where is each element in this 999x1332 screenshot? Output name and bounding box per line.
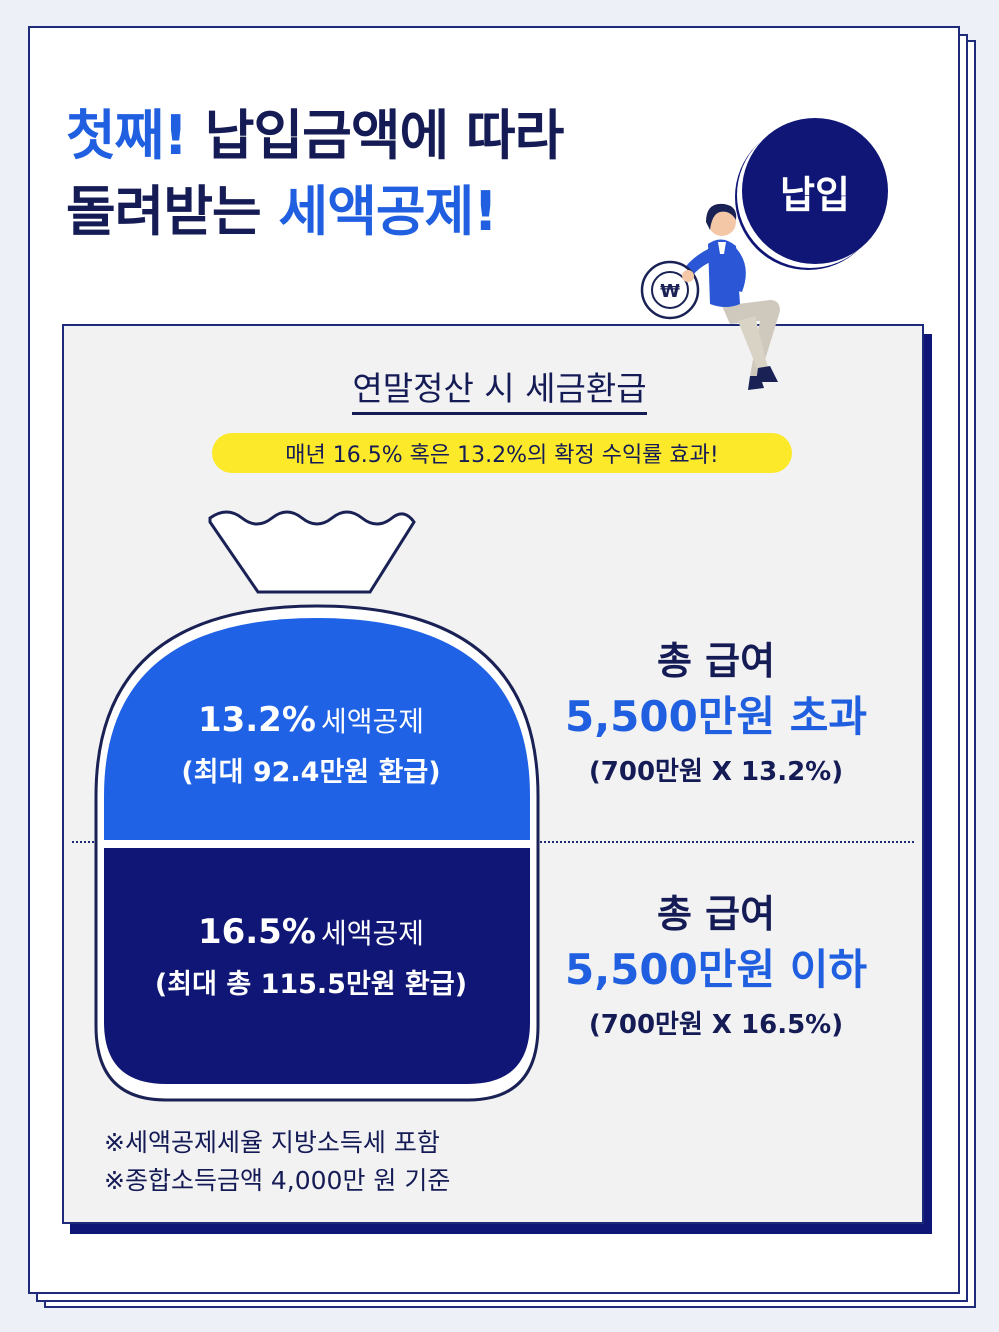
- footnote-item: ※세액공제세율 지방소득세 포함: [104, 1128, 440, 1157]
- bag-upper-text: 13.2% 세액공제 (최대 92.4만원 환급): [100, 700, 522, 789]
- yield-highlight-pill: 매년 16.5% 혹은 13.2%의 확정 수익률 효과!: [212, 433, 792, 473]
- money-bag-illustration: [94, 510, 540, 1102]
- yield-highlight-text: 매년 16.5% 혹은 13.2%의 확정 수익률 효과!: [285, 443, 719, 468]
- bag-lower-section: [104, 848, 530, 1084]
- title-line1-text: 납입금액에 따라: [187, 104, 565, 167]
- lower-rate: 16.5%: [197, 912, 316, 952]
- woman-sitting-illustration: ₩: [640, 203, 780, 390]
- panel-heading-text: 연말정산 시 세금환급: [352, 369, 647, 415]
- tier-over-info: 총 급여 5,500만원 초과 (700만원 X 13.2%): [548, 635, 884, 797]
- svg-text:₩: ₩: [660, 281, 680, 302]
- title-highlight-first: 첫째!: [66, 104, 188, 167]
- payment-badge: 납입: [742, 118, 888, 264]
- tier-over-formula: (700만원 X 13.2%): [588, 757, 844, 787]
- tier-over-title: 총 급여: [656, 639, 776, 683]
- tier-over-amount: 5,500만원 초과: [564, 692, 868, 741]
- title-line2-text: 돌려받는: [66, 180, 279, 243]
- tier-under-title: 총 급여: [656, 892, 776, 936]
- bag-upper-section: [104, 618, 530, 840]
- payment-badge-label: 납입: [780, 172, 850, 217]
- page-title: 첫째! 납입금액에 따라 돌려받는 세액공제!: [66, 98, 565, 250]
- panel-heading: 연말정산 시 세금환급: [0, 362, 999, 415]
- upper-label: 세액공제: [321, 705, 425, 738]
- tier-under-amount: 5,500만원 이하: [564, 945, 868, 994]
- bag-tie-top: [208, 510, 416, 594]
- tier-under-info: 총 급여 5,500만원 이하 (700만원 X 16.5%): [548, 888, 884, 1050]
- tier-under-formula: (700만원 X 16.5%): [588, 1010, 844, 1040]
- title-highlight-tax-credit: 세액공제!: [278, 180, 498, 243]
- lower-detail: (최대 총 115.5만원 환급): [154, 969, 468, 1000]
- upper-detail: (최대 92.4만원 환급): [181, 757, 441, 788]
- footnotes: ※세액공제세율 지방소득세 포함 ※종합소득금액 4,000만 원 기준: [104, 1124, 450, 1200]
- footnote-item: ※종합소득금액 4,000만 원 기준: [104, 1166, 451, 1195]
- bag-lower-text: 16.5% 세액공제 (최대 총 115.5만원 환급): [100, 912, 522, 1001]
- lower-label: 세액공제: [321, 917, 425, 950]
- upper-rate: 13.2%: [197, 700, 316, 740]
